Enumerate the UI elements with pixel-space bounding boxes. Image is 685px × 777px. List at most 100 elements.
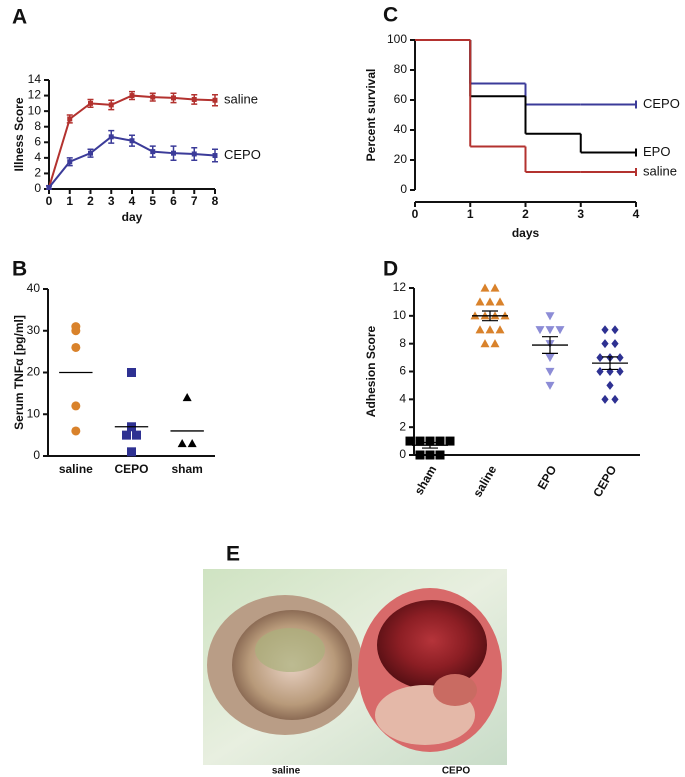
error-bar — [542, 336, 558, 355]
y-tick-label: 40 — [394, 122, 408, 136]
data-point — [480, 283, 490, 292]
data-point — [182, 393, 192, 402]
y-axis-label: Illness Score — [12, 97, 26, 171]
data-point — [606, 380, 614, 390]
y-tick-label: 100 — [387, 32, 407, 46]
x-tick-label: 0 — [412, 207, 419, 221]
x-tick-label: 5 — [149, 194, 156, 208]
data-point — [611, 394, 619, 404]
data-point — [71, 401, 81, 411]
data-point — [425, 450, 435, 460]
x-tick-label: saline — [59, 462, 93, 476]
x-tick-label: 3 — [108, 194, 115, 208]
data-point — [601, 394, 609, 404]
y-tick-label: 0 — [34, 181, 41, 195]
data-point — [425, 436, 435, 446]
data-point — [88, 150, 93, 156]
y-tick-label: 8 — [34, 119, 41, 133]
data-point — [177, 438, 187, 448]
data-point — [545, 312, 555, 321]
error-bar — [422, 441, 438, 449]
series-label: CEPO — [224, 147, 261, 162]
y-tick-label: 10 — [28, 103, 42, 117]
panel-letter: A — [12, 6, 27, 29]
y-tick-label: 60 — [394, 92, 408, 106]
data-point — [601, 325, 609, 335]
data-point — [555, 326, 565, 335]
y-tick-label: 6 — [399, 364, 406, 378]
data-point — [415, 436, 425, 446]
data-point — [616, 353, 624, 363]
data-point — [490, 339, 500, 348]
data-point — [495, 325, 505, 334]
x-tick-label: 8 — [212, 194, 219, 208]
data-point — [191, 151, 197, 157]
x-tick-label: EPO — [535, 463, 560, 492]
data-point — [71, 326, 81, 336]
data-point — [67, 116, 73, 122]
y-tick-label: 6 — [34, 134, 41, 148]
data-point — [187, 438, 197, 448]
data-point — [171, 150, 176, 156]
x-tick-label: 4 — [633, 207, 640, 221]
data-point — [445, 436, 455, 446]
photo-caption: saline — [272, 766, 301, 777]
panel-letter: C — [383, 4, 398, 27]
x-tick-label: 6 — [170, 194, 177, 208]
data-point — [150, 94, 156, 100]
data-point — [435, 436, 445, 446]
y-tick-label: 2 — [34, 166, 41, 180]
data-point — [212, 97, 218, 103]
y-tick-label: 80 — [394, 62, 408, 76]
y-tick-label: 4 — [399, 392, 406, 406]
x-tick-label: CEPO — [590, 463, 619, 499]
y-tick-label: 30 — [27, 323, 41, 337]
data-point — [435, 450, 445, 460]
x-tick-label: 4 — [129, 194, 136, 208]
data-point — [108, 134, 114, 140]
x-tick-label: 0 — [46, 194, 53, 208]
x-tick-label: sham — [412, 463, 440, 497]
photo — [203, 569, 507, 765]
series-label: saline — [643, 163, 677, 178]
data-point — [67, 159, 73, 165]
data-point — [545, 326, 555, 335]
x-tick-label: CEPO — [114, 462, 148, 476]
data-point — [129, 93, 135, 99]
x-tick-label: 7 — [191, 194, 198, 208]
panel-letter: D — [383, 258, 398, 281]
data-point — [46, 184, 52, 190]
panel-letter: E — [226, 543, 240, 566]
y-tick-label: 40 — [27, 281, 41, 295]
photo-right-detail — [433, 674, 477, 706]
panel-letter: B — [12, 258, 27, 281]
error-bar — [482, 310, 498, 322]
data-point — [122, 430, 131, 440]
data-point — [545, 381, 555, 390]
x-tick-label: saline — [470, 463, 499, 500]
data-point — [415, 450, 425, 460]
data-point — [535, 326, 545, 335]
data-point — [601, 339, 609, 349]
data-point — [132, 430, 141, 440]
data-point — [480, 339, 490, 348]
y-tick-label: 0 — [400, 182, 407, 196]
y-tick-label: 2 — [399, 419, 406, 433]
y-tick-label: 20 — [27, 365, 41, 379]
data-point — [545, 367, 555, 376]
y-tick-label: 12 — [393, 280, 407, 294]
data-point — [127, 447, 136, 457]
data-point — [150, 149, 156, 155]
x-tick-label: 1 — [467, 207, 474, 221]
y-tick-label: 0 — [33, 448, 40, 462]
data-point — [545, 353, 555, 363]
series-label: CEPO — [643, 96, 680, 111]
y-tick-label: 10 — [393, 308, 407, 322]
data-point — [490, 283, 500, 292]
x-tick-label: 1 — [66, 194, 73, 208]
x-tick-label: sham — [171, 462, 202, 476]
data-point — [129, 138, 135, 144]
y-tick-label: 20 — [394, 152, 408, 166]
data-point — [485, 325, 495, 334]
